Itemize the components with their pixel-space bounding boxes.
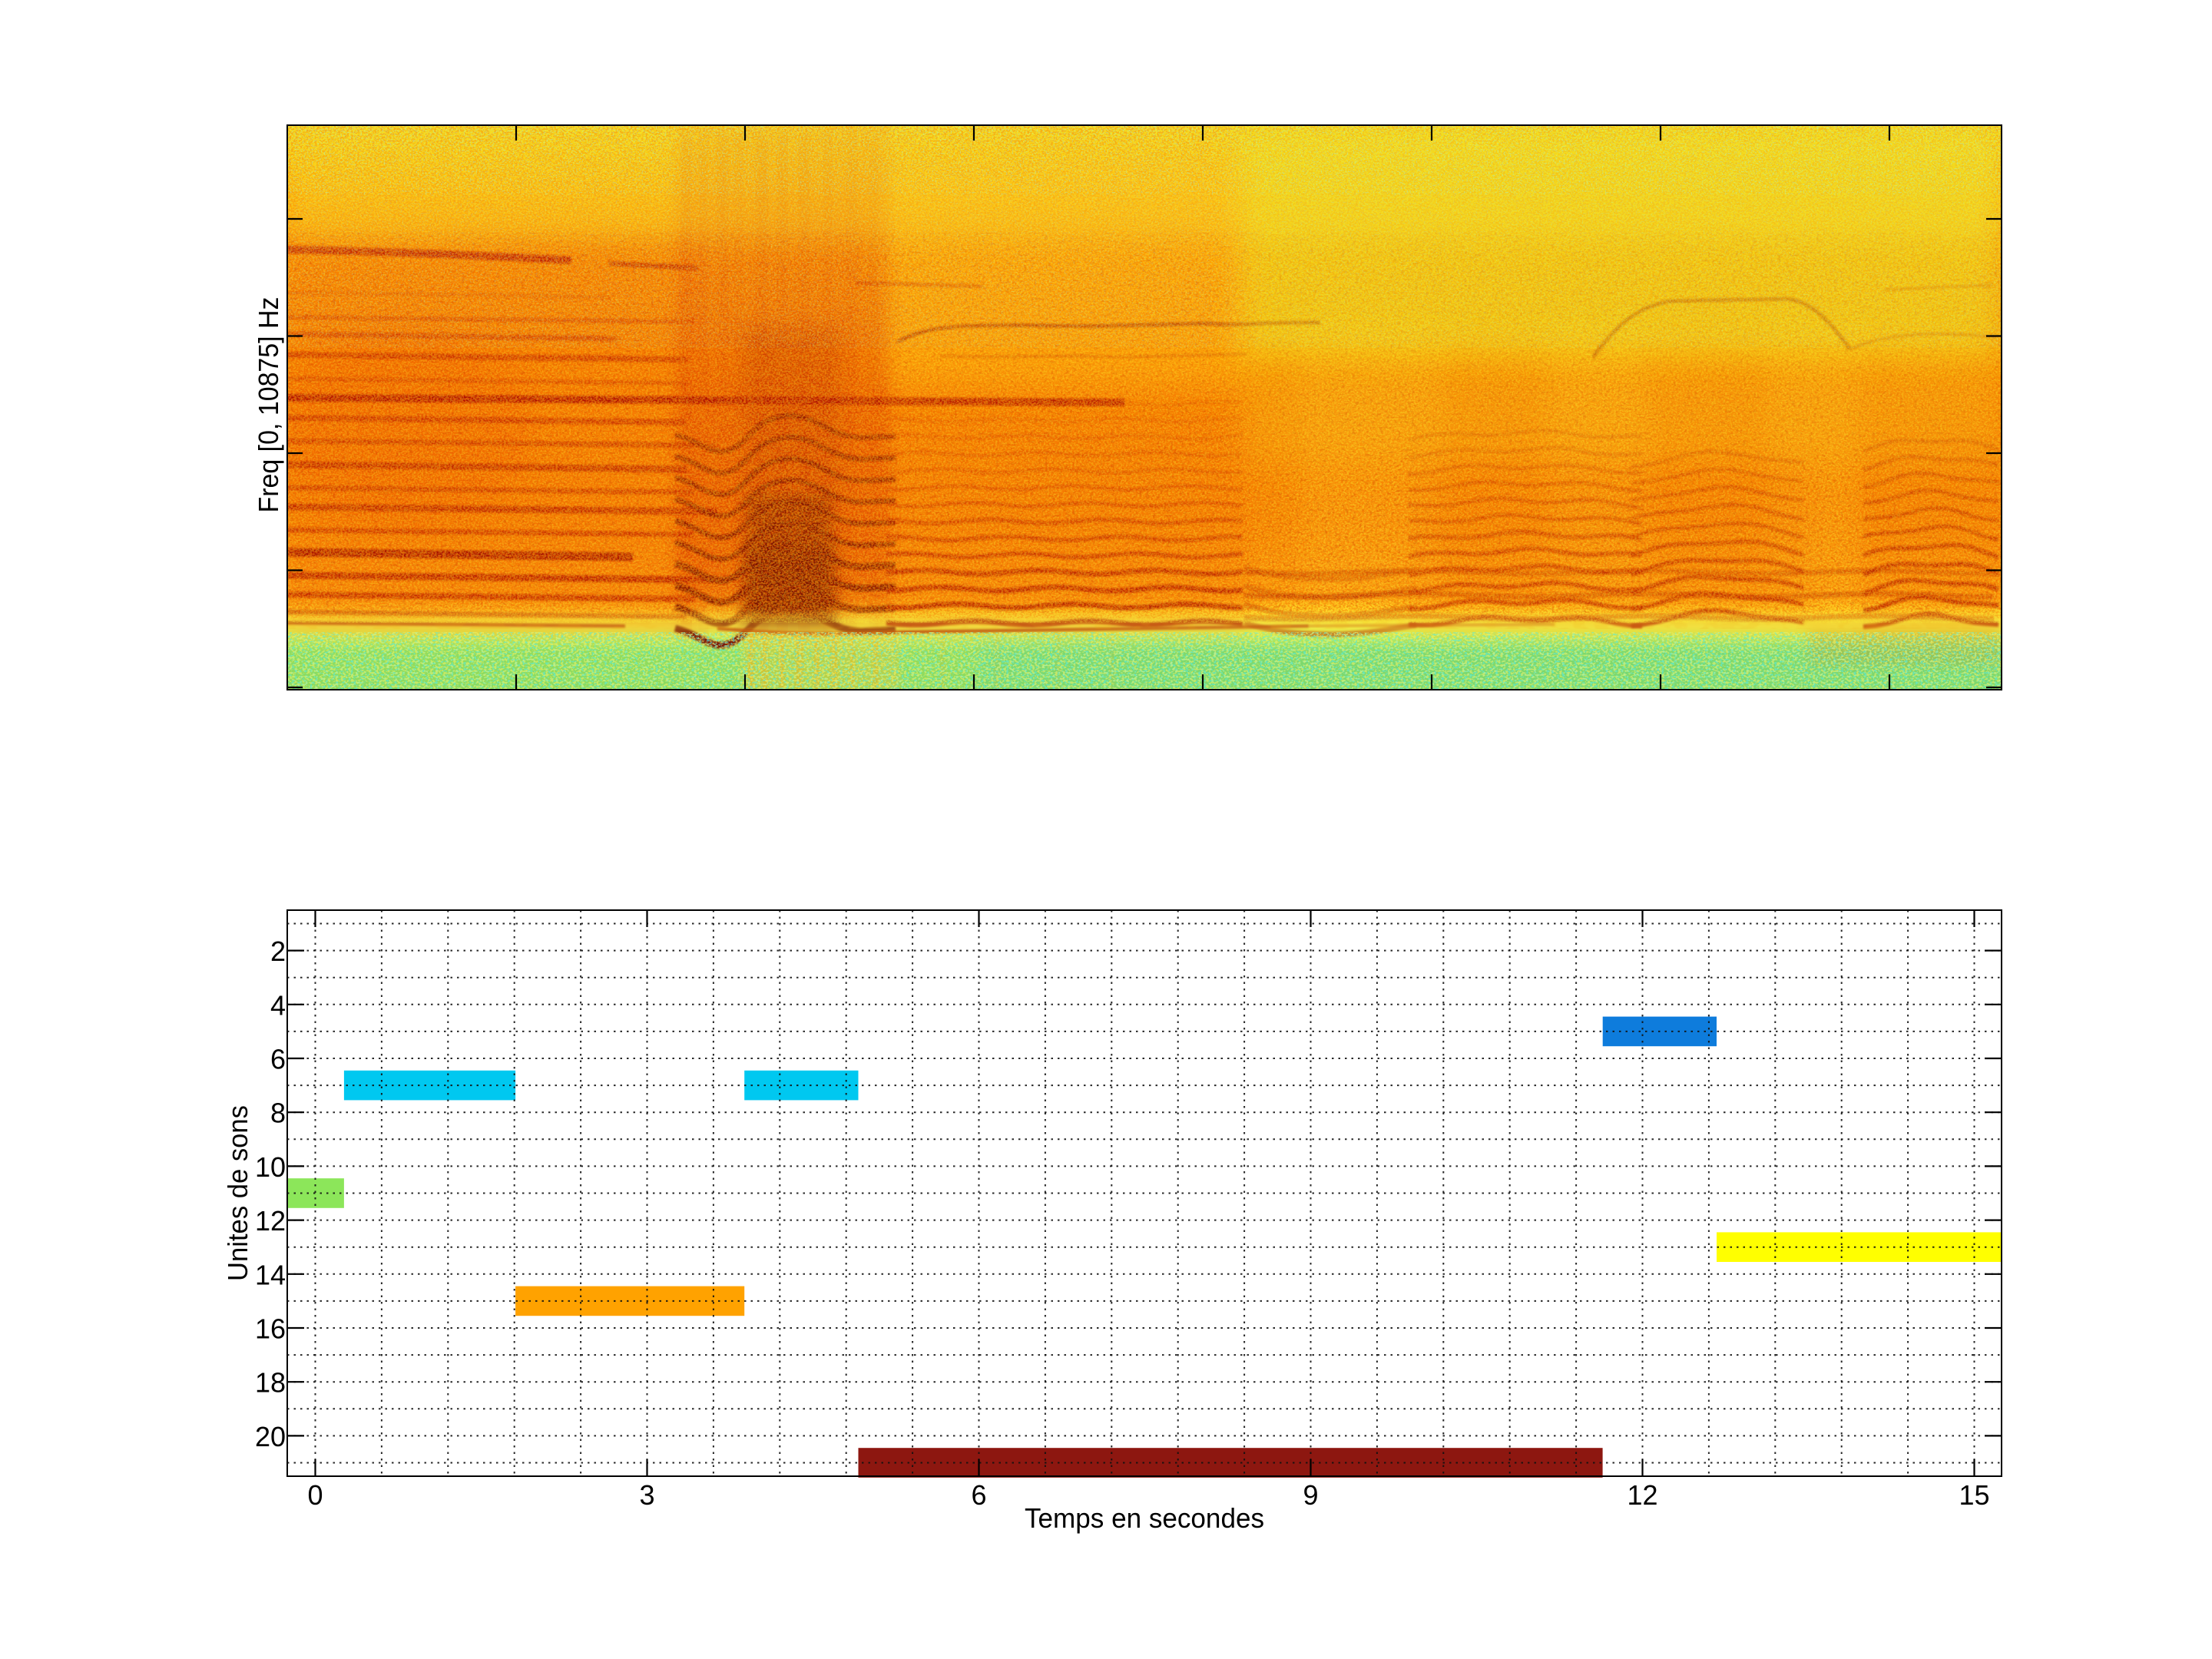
svg-text:3: 3 xyxy=(639,1479,654,1511)
svg-text:4: 4 xyxy=(270,989,286,1021)
svg-text:14: 14 xyxy=(255,1259,286,1290)
svg-text:2: 2 xyxy=(270,935,286,967)
svg-text:18: 18 xyxy=(255,1367,286,1399)
svg-text:10: 10 xyxy=(255,1151,286,1183)
svg-text:12: 12 xyxy=(1627,1479,1657,1511)
svg-text:6: 6 xyxy=(270,1044,286,1075)
svg-text:12: 12 xyxy=(255,1205,286,1237)
svg-text:16: 16 xyxy=(255,1313,286,1345)
svg-text:Freq [0, 10875] Hz: Freq [0, 10875] Hz xyxy=(253,297,284,513)
svg-text:9: 9 xyxy=(1303,1479,1318,1511)
svg-text:6: 6 xyxy=(971,1479,986,1511)
svg-text:15: 15 xyxy=(1959,1479,1989,1511)
svg-text:Temps en secondes: Temps en secondes xyxy=(1025,1502,1264,1534)
svg-text:Unites de sons: Unites de sons xyxy=(222,1105,253,1281)
svg-text:0: 0 xyxy=(307,1479,323,1511)
svg-text:8: 8 xyxy=(270,1098,286,1129)
svg-text:20: 20 xyxy=(255,1421,286,1452)
